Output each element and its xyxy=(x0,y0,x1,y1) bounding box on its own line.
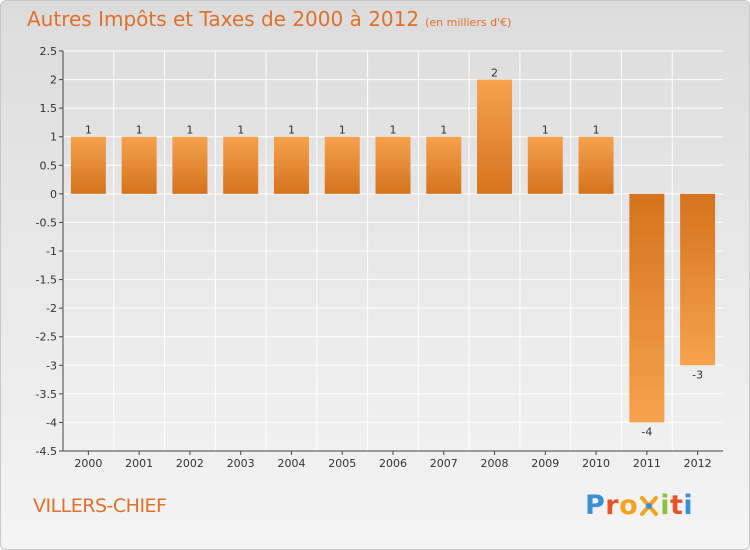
labels: 2.5 2 1.5 1 0.5 0 -0.5 -1 -1.5 -2 -2.5 -3 -3.5 -4 -4.5… xyxy=(36,45,712,470)
data-label: 1 xyxy=(593,124,600,137)
bar-2004 xyxy=(273,136,309,194)
data-label: 1 xyxy=(186,124,193,137)
x-tick-label: 2001 xyxy=(125,457,153,470)
x-tick-label: 2006 xyxy=(379,457,407,470)
x-tick-label: 2012 xyxy=(684,457,712,470)
x-tick-label: 2005 xyxy=(328,457,356,470)
bar-2002 xyxy=(172,136,208,194)
brand-letter: i xyxy=(660,490,670,521)
bar-2012 xyxy=(680,193,716,366)
brand-letter: o xyxy=(619,490,639,521)
bar-2005 xyxy=(324,136,360,194)
x-tick-label: 2010 xyxy=(582,457,610,470)
y-tick-label: 2.5 xyxy=(40,45,58,58)
data-label: 1 xyxy=(542,124,549,137)
grid-lines xyxy=(63,50,723,452)
data-label: 2 xyxy=(491,67,498,80)
bar-2007 xyxy=(426,136,462,194)
y-tick-label: -4.5 xyxy=(36,445,57,458)
brand-letter: r xyxy=(605,490,620,521)
brand-letter: t xyxy=(669,490,684,521)
x-tick-label: 2002 xyxy=(176,457,204,470)
y-tick-label: 1.5 xyxy=(40,102,58,115)
bar-2006 xyxy=(375,136,411,194)
bars xyxy=(70,79,716,423)
x-tick-label: 2000 xyxy=(74,457,102,470)
y-tick-label: -2.5 xyxy=(36,331,57,344)
brand-letter xyxy=(640,496,659,516)
data-label: 1 xyxy=(339,124,346,137)
y-tick-label: -4 xyxy=(46,416,57,429)
y-tick-label: -1.5 xyxy=(36,274,57,287)
y-tick-label: -2 xyxy=(46,302,57,315)
data-label: 1 xyxy=(237,124,244,137)
data-label: 1 xyxy=(390,124,397,137)
data-label: 1 xyxy=(440,124,447,137)
x-tick-label: 2007 xyxy=(430,457,458,470)
data-label: -3 xyxy=(692,368,703,381)
proxiti-logo: Pro iti xyxy=(585,490,693,521)
y-tick-label: 0.5 xyxy=(40,159,58,172)
data-label: 1 xyxy=(85,124,92,137)
bar-2003 xyxy=(223,136,259,194)
data-label: -4 xyxy=(641,425,652,438)
chart-subtitle: (en milliers d'€) xyxy=(425,16,512,29)
x-tick-label: 2011 xyxy=(633,457,661,470)
x-tick-label: 2004 xyxy=(277,457,305,470)
y-tick-label: 0 xyxy=(50,188,57,201)
brand-letter: i xyxy=(683,490,694,521)
x-tick-label: 2009 xyxy=(531,457,559,470)
bar-2000 xyxy=(70,136,106,194)
x-tick-label: 2008 xyxy=(481,457,509,470)
y-tick-label: -1 xyxy=(46,245,57,258)
data-label: 1 xyxy=(288,124,295,137)
brand-letter: P xyxy=(585,490,606,521)
bar-2008 xyxy=(477,79,513,194)
data-label: 1 xyxy=(136,124,143,137)
bar-2011 xyxy=(629,193,665,423)
bar-2010 xyxy=(578,136,614,194)
y-tick-label: 2 xyxy=(50,74,57,87)
chart-title-text: Autres Impôts et Taxes de 2000 à 2012 xyxy=(27,7,420,31)
y-tick-label: -3 xyxy=(46,359,57,372)
commune-name: VILLERS-CHIEF xyxy=(33,495,167,517)
y-tick-label: -3.5 xyxy=(36,388,57,401)
axes xyxy=(59,50,723,455)
chart-title: Autres Impôts et Taxes de 2000 à 2012 (en… xyxy=(27,7,511,31)
y-tick-label: -0.5 xyxy=(36,216,57,229)
x-tick-label: 2003 xyxy=(227,457,255,470)
bar-2001 xyxy=(121,136,157,194)
y-tick-label: 1 xyxy=(50,131,57,144)
bar-2009 xyxy=(527,136,563,194)
